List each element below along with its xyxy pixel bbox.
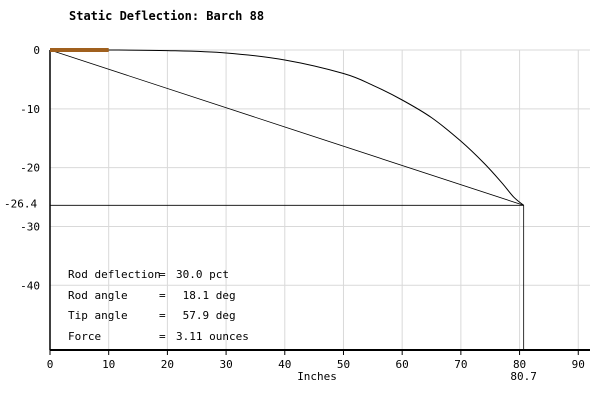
stat-row-rod-angle: Rod angle = 18.1 deg <box>68 289 249 310</box>
stat-row-rod-deflection: Rod deflection = 30.0 pct <box>68 268 249 289</box>
x-tick-label: 0 <box>47 358 54 371</box>
stat-label: Tip angle <box>68 309 128 322</box>
stat-label: Rod deflection <box>68 268 161 281</box>
x-tick-label: 60 <box>396 358 409 371</box>
y-tick-label: 0 <box>33 44 40 57</box>
y-tick-label: -20 <box>20 162 40 175</box>
stat-equals: = <box>159 288 166 302</box>
stat-label: Force <box>68 329 102 343</box>
stat-value: 30.0 pct <box>176 268 229 281</box>
tip-y-label: -26.4 <box>4 197 37 210</box>
x-tick-label: 90 <box>572 358 585 371</box>
x-tick-label: 40 <box>278 358 291 371</box>
x-tick-label: 10 <box>102 358 115 371</box>
x-axis-label: Inches <box>297 370 337 383</box>
x-tick-label: 70 <box>454 358 467 371</box>
x-tick-label: 20 <box>161 358 174 371</box>
stat-equals: = <box>159 309 166 322</box>
x-tick-label: 50 <box>337 358 350 371</box>
rod-curve <box>49 49 524 206</box>
stat-label: Rod angle <box>68 288 128 302</box>
chart-title: Static Deflection: Barch 88 <box>69 9 265 23</box>
stat-equals: = <box>159 268 166 281</box>
stat-row-force: Force = 3.11 ounces <box>68 330 249 351</box>
x-tick-label: 80 <box>513 358 526 371</box>
stat-equals: = <box>159 329 166 343</box>
tip-x-label: 80.7 <box>510 370 537 383</box>
stat-row-tip-angle: Tip angle = 57.9 deg <box>68 309 249 330</box>
y-tick-label: -30 <box>20 220 40 233</box>
stats-panel: Rod deflection = 30.0 pct Rod angle = 18.1 … <box>68 268 249 350</box>
y-tick-label: -40 <box>20 279 40 292</box>
x-tick-label: 30 <box>219 358 232 371</box>
y-tick-label: -10 <box>20 103 40 116</box>
chord-line <box>49 49 524 206</box>
stat-value: 18.1 deg <box>176 288 236 302</box>
stat-value: 3.11 ounces <box>176 329 249 343</box>
stat-value: 57.9 deg <box>176 309 236 322</box>
